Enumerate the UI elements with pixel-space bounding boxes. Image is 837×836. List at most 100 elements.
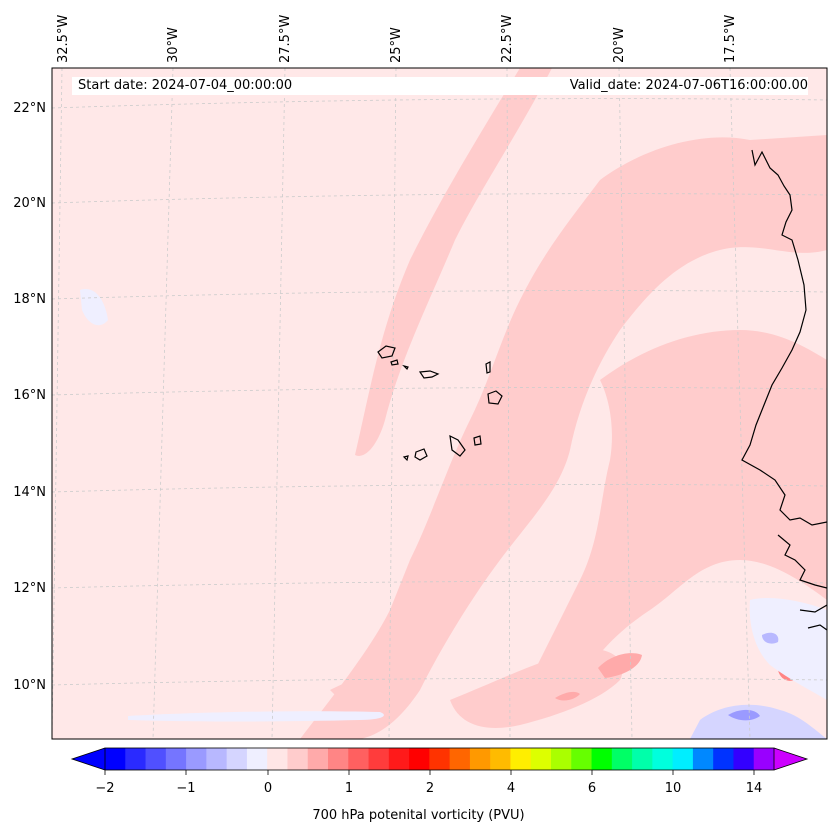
colorbar-cell — [186, 748, 207, 770]
colorbar-cell — [145, 748, 167, 770]
island-sao-vicente — [390, 359, 399, 366]
lat-label-16n: 16°N — [13, 388, 46, 403]
pv-patch-lower — [330, 674, 385, 700]
cbar-tick-label: 6 — [588, 781, 596, 796]
colorbar-cell — [632, 748, 653, 770]
colorbar-cell — [591, 748, 613, 770]
pv-band-east — [520, 330, 827, 704]
colorbar-tick-labels: −2 −1 0 1 2 4 6 10 14 — [95, 781, 762, 796]
lon-label-25w: 25°W — [389, 27, 404, 63]
cbar-tick-label: 14 — [746, 781, 763, 796]
colorbar-cell — [105, 748, 126, 770]
colorbar-cell — [246, 748, 268, 770]
cbar-tick-label: 0 — [264, 781, 272, 796]
start-date-label: Start date: 2024-07-04_00:00:00 — [72, 77, 538, 95]
colorbar-triangle-outline — [70, 747, 809, 771]
colorbar-extend-max — [774, 748, 807, 770]
gridline-lat-10n — [52, 677, 827, 686]
lat-label-22n: 22°N — [13, 101, 46, 116]
pv-contours-negative — [80, 289, 827, 739]
colorbar-cell — [287, 748, 309, 770]
island-maio — [473, 435, 482, 446]
graticule — [52, 68, 827, 739]
gridline-lon-25w — [388, 68, 397, 739]
colorbar-cell — [733, 748, 755, 770]
colorbar-cell — [206, 748, 228, 770]
map-panel — [52, 68, 827, 739]
island-fogo — [414, 448, 428, 461]
pv-neg-strip — [128, 711, 384, 722]
longitude-labels: 32.5°W 30°W 27.5°W 25°W 22.5°W 20°W 17.5… — [56, 15, 738, 63]
lon-label-32-5w: 32.5°W — [56, 15, 71, 63]
lon-label-22-5w: 22.5°W — [500, 15, 515, 63]
coastline-africa-south — [777, 534, 827, 631]
gridline-lon-17-5w — [729, 68, 751, 739]
colorbar-ticks — [104, 770, 755, 775]
colorbar-cell — [348, 748, 370, 770]
gridline-lat-12n — [52, 580, 827, 589]
pv-patch-south — [450, 649, 623, 729]
colorbar-cell — [307, 748, 329, 770]
island-santa-luzia — [402, 364, 409, 371]
gridline-lon-22-5w — [506, 68, 511, 739]
colorbar-cell — [469, 748, 491, 770]
island-sal — [485, 361, 491, 374]
island-sao-nicolau — [418, 370, 440, 379]
colorbar-cell — [490, 748, 511, 770]
cbar-tick-label: −1 — [176, 781, 195, 796]
lon-label-30w: 30°W — [166, 27, 181, 63]
gridline-lon-32-5w — [52, 68, 63, 739]
gridline-lat-16n — [52, 387, 827, 396]
colorbar-cell — [368, 748, 390, 770]
gridline-lon-20w — [618, 68, 633, 739]
gridline-lat-22n — [52, 98, 827, 109]
pv-band-main — [300, 135, 827, 739]
cbar-tick-label: 1 — [345, 781, 353, 796]
gridline-lat-20n — [52, 193, 827, 204]
colorbar: −2 −1 0 1 2 4 6 10 14 — [70, 747, 809, 796]
colorbar-frame — [104, 747, 775, 771]
lon-label-27-5w: 27.5°W — [278, 15, 293, 63]
colorbar-cells — [105, 748, 775, 770]
colorbar-cell — [165, 748, 187, 770]
colorbar-cell — [672, 748, 694, 770]
gridline-lat-18n — [52, 290, 827, 300]
lat-label-10n: 10°N — [13, 678, 46, 693]
colorbar-cell — [713, 748, 734, 770]
gridline-lon-27-5w — [271, 68, 286, 739]
pv-patch-red — [598, 653, 642, 678]
lat-label-12n: 12°N — [13, 581, 46, 596]
island-santo-antao — [377, 345, 396, 359]
colorbar-cell — [267, 748, 288, 770]
pv-neg-east-2 — [762, 632, 779, 644]
island-santiago — [449, 434, 466, 457]
colorbar-cell — [652, 748, 674, 770]
cbar-tick-label: 4 — [507, 781, 515, 796]
gridline-lat-14n — [52, 484, 827, 493]
map-frame — [51, 67, 828, 740]
colorbar-cell — [551, 748, 572, 770]
cbar-tick-label: 10 — [665, 781, 682, 796]
lat-label-20n: 20°N — [13, 196, 46, 211]
latitude-labels: 22°N 20°N 18°N 16°N 14°N 12°N 10°N — [13, 101, 46, 693]
gridline-lon-30w — [152, 68, 174, 739]
lon-label-17-5w: 17.5°W — [723, 15, 738, 63]
colorbar-extend-min — [72, 748, 105, 770]
colorbar-cell — [429, 748, 451, 770]
cape-verde-islands — [377, 345, 503, 462]
colorbar-cell — [125, 748, 147, 770]
valid-date-label: Valid_date: 2024-07-06T16:00:00.00 — [532, 77, 808, 95]
colorbar-cell — [328, 748, 349, 770]
coastline-africa — [741, 149, 827, 526]
colorbar-cell — [409, 748, 430, 770]
colorbar-cell — [510, 748, 532, 770]
colorbar-cell — [753, 748, 775, 770]
pv-neg-southeast — [690, 704, 827, 739]
colorbar-cell — [530, 748, 552, 770]
pv-patch-red-2 — [555, 691, 580, 701]
lat-label-14n: 14°N — [13, 485, 46, 500]
island-boa-vista — [487, 390, 503, 405]
pv-contours-positive — [300, 68, 827, 739]
pv-neg-southeast-2 — [728, 709, 760, 721]
